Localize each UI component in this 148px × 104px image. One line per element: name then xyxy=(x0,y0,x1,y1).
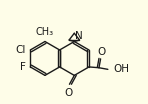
Text: F: F xyxy=(20,62,26,72)
Text: Cl: Cl xyxy=(15,45,26,55)
Text: O: O xyxy=(65,88,73,98)
Text: N: N xyxy=(75,31,83,41)
Text: OH: OH xyxy=(113,64,129,74)
Text: O: O xyxy=(97,47,106,57)
Text: CH₃: CH₃ xyxy=(36,27,54,37)
